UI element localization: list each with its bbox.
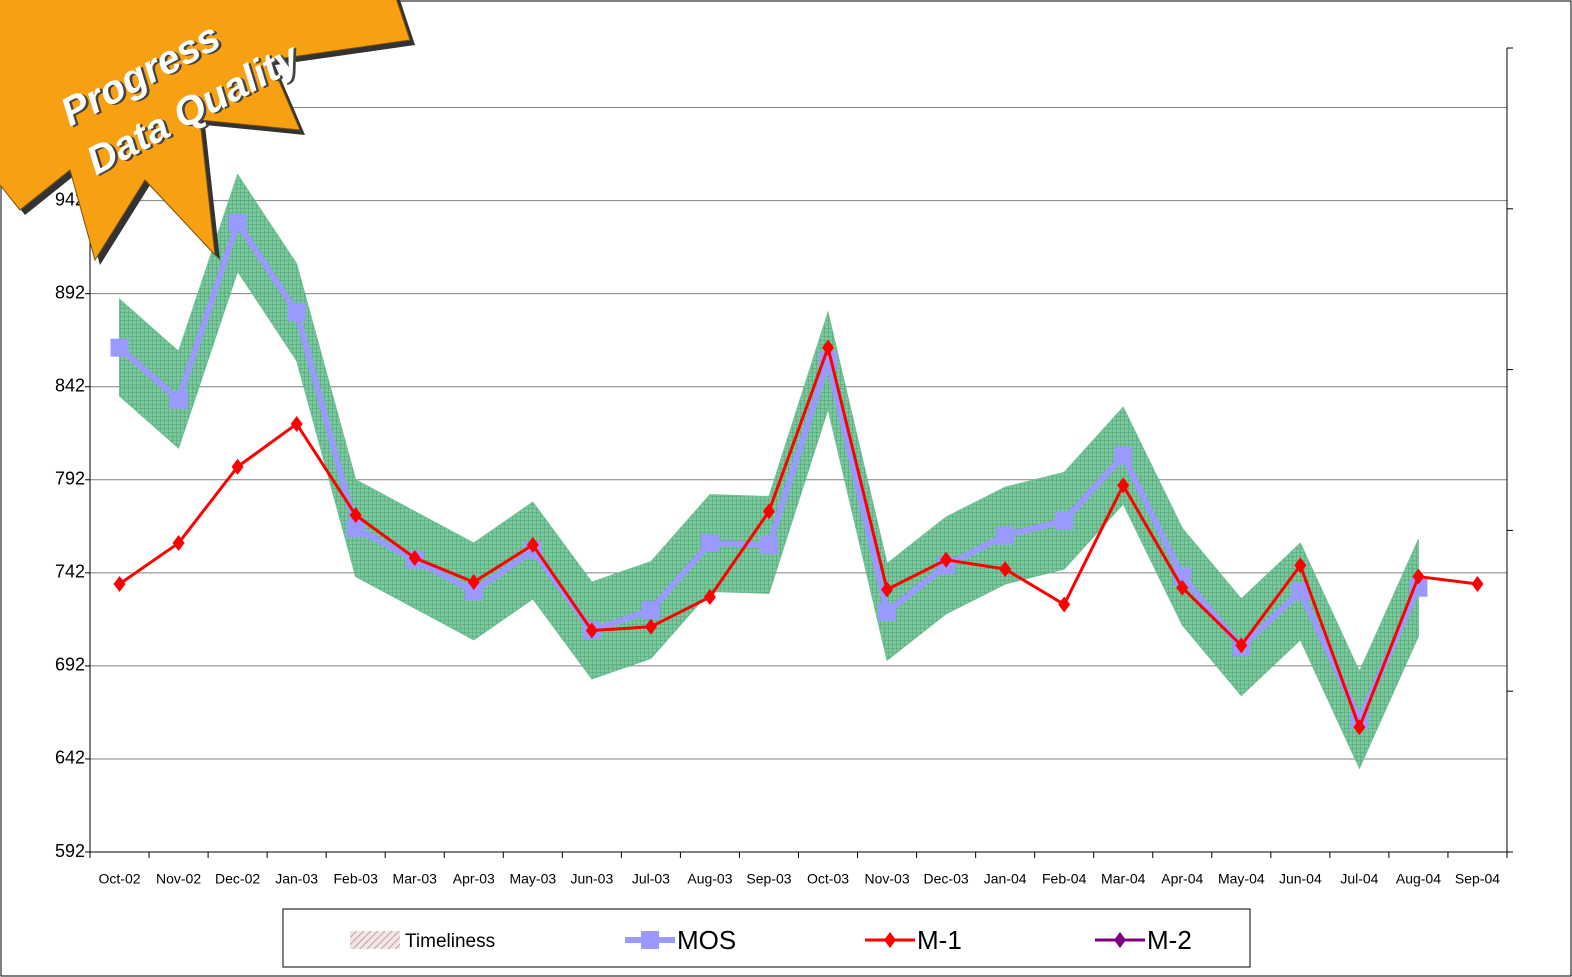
x-tick-label: Apr-03 xyxy=(453,871,495,887)
y-tick-label: 592 xyxy=(55,841,85,861)
x-tick-label: May-04 xyxy=(1218,871,1265,887)
x-tick-label: Jul-03 xyxy=(632,871,670,887)
marker xyxy=(111,339,129,357)
marker xyxy=(642,601,660,619)
x-tick-label: Jun-03 xyxy=(570,871,613,887)
legend-swatch xyxy=(350,931,400,949)
y-tick-label: 792 xyxy=(55,469,85,489)
x-tick-label: Aug-03 xyxy=(687,871,732,887)
x-tick-label: May-03 xyxy=(509,871,556,887)
marker xyxy=(996,527,1014,545)
x-tick-label: Feb-04 xyxy=(1042,871,1087,887)
y-tick-label: 892 xyxy=(55,282,85,302)
x-tick-label: Dec-03 xyxy=(924,871,969,887)
x-tick-label: Nov-03 xyxy=(864,871,909,887)
marker xyxy=(641,931,659,949)
y-tick-label: 692 xyxy=(55,655,85,675)
marker xyxy=(288,303,306,321)
x-tick-label: Jan-04 xyxy=(984,871,1027,887)
y-tick-label: 642 xyxy=(55,748,85,768)
x-tick-label: Mar-03 xyxy=(393,871,438,887)
legend-label: Timeliness xyxy=(405,931,495,952)
x-tick-label: Jan-03 xyxy=(275,871,318,887)
y-tick-label: 842 xyxy=(55,375,85,395)
marker xyxy=(170,391,188,409)
x-tick-label: Feb-03 xyxy=(334,871,379,887)
marker xyxy=(1055,512,1073,530)
y-tick-label: 742 xyxy=(55,562,85,582)
marker xyxy=(760,536,778,554)
x-tick-label: Aug-04 xyxy=(1396,871,1441,887)
legend-label: M-2 xyxy=(1147,925,1192,955)
x-tick-label: Apr-04 xyxy=(1161,871,1203,887)
x-tick-label: Sep-04 xyxy=(1455,871,1500,887)
marker xyxy=(701,534,719,552)
x-tick-label: Jul-04 xyxy=(1340,871,1378,887)
x-tick-label: Mar-04 xyxy=(1101,871,1146,887)
marker xyxy=(878,603,896,621)
x-tick-label: Jun-04 xyxy=(1279,871,1322,887)
x-tick-label: Nov-02 xyxy=(156,871,201,887)
legend-label: M-1 xyxy=(917,925,962,955)
marker xyxy=(1114,447,1132,465)
page: 592642692742792842892942992Oct-02Nov-02D… xyxy=(0,0,1572,977)
x-tick-label: Dec-02 xyxy=(215,871,260,887)
legend-label: MOS xyxy=(677,925,736,955)
starburst: Progress Progress Data Quality Data Qual… xyxy=(0,0,440,270)
x-tick-label: Oct-03 xyxy=(807,871,849,887)
x-tick-label: Sep-03 xyxy=(746,871,791,887)
x-tick-label: Oct-02 xyxy=(99,871,141,887)
